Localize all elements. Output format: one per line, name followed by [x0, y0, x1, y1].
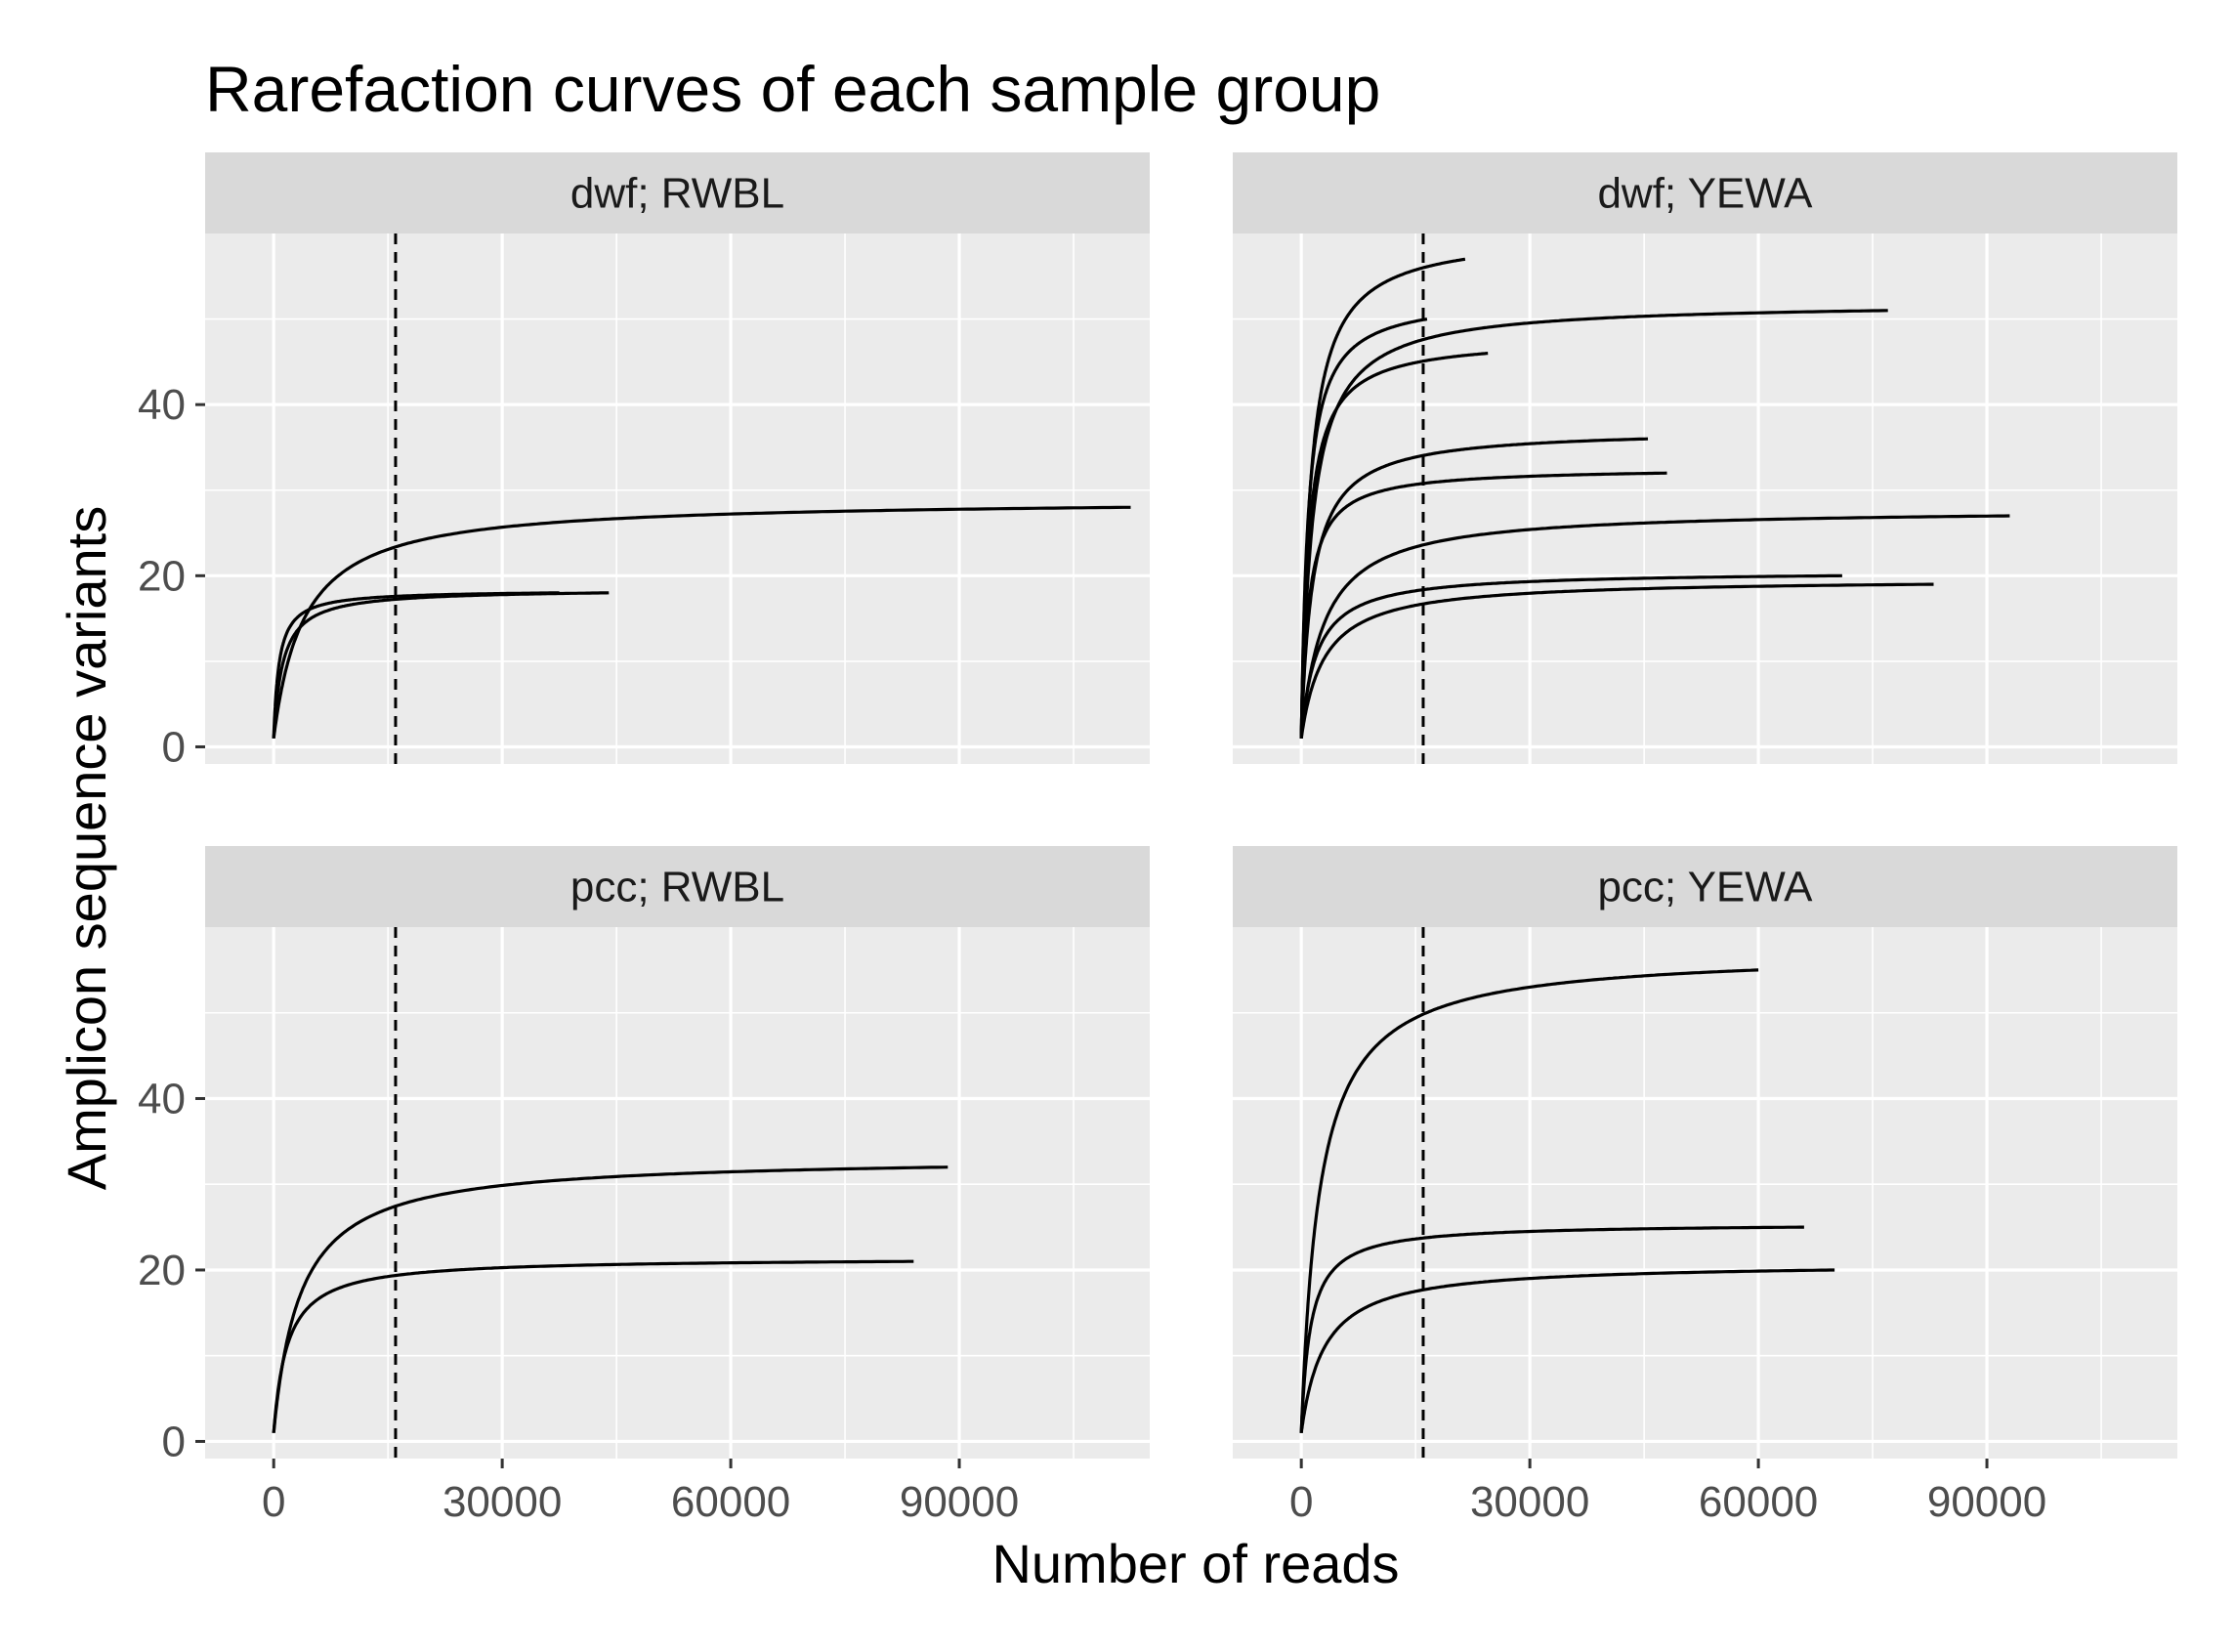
y-tick-label: 0 — [162, 723, 186, 771]
x-tick-label: 90000 — [1927, 1478, 2046, 1526]
x-tick-label: 30000 — [443, 1478, 562, 1526]
facet-panel: dwf; YEWA — [1233, 152, 2177, 764]
y-axis-title: Amplicon sequence variants — [56, 506, 117, 1190]
y-tick-label: 20 — [138, 552, 186, 600]
x-tick-label: 90000 — [900, 1478, 1019, 1526]
facet-label: dwf; RWBL — [570, 170, 784, 218]
rarefaction-curve — [272, 1165, 948, 1435]
facet-label: dwf; YEWA — [1597, 170, 1813, 218]
rarefaction-curve — [1299, 471, 1667, 741]
rarefaction-curve — [1299, 352, 1489, 741]
plot-background — [205, 927, 1150, 1459]
rarefaction-curve — [1299, 582, 1934, 741]
facet-panel: pcc; RWBL 0 20 40 0 30000 60000 90000 — [138, 846, 1150, 1526]
chart-title: Rarefaction curves of each sample group — [205, 53, 1380, 125]
rarefaction-curve — [1299, 1225, 1804, 1435]
facet-panel: dwf; RWBL 0 20 40 — [138, 152, 1150, 771]
y-tick-label: 40 — [138, 1075, 186, 1123]
facet-strip — [1233, 152, 2177, 233]
plot-background — [1233, 927, 2177, 1459]
rarefaction-curve — [272, 591, 560, 741]
x-tick-label: 60000 — [671, 1478, 790, 1526]
rarefaction-curve — [1299, 968, 1759, 1435]
rarefaction-curve — [1299, 309, 1888, 740]
facet-strip — [205, 152, 1150, 233]
rarefaction-curve — [1299, 514, 2010, 741]
x-tick-label: 60000 — [1699, 1478, 1818, 1526]
plot-background — [1233, 233, 2177, 764]
facet-strip — [205, 846, 1150, 927]
y-tick-label: 0 — [162, 1418, 186, 1465]
facet-label: pcc; YEWA — [1597, 864, 1813, 911]
rarefaction-curve — [1299, 573, 1842, 741]
facet-strip — [1233, 846, 2177, 927]
facet-panel: pcc; YEWA 0 30000 60000 90000 — [1233, 846, 2177, 1526]
rarefaction-curve — [272, 505, 1131, 741]
y-tick-label: 40 — [138, 381, 186, 429]
x-axis-title: Number of reads — [991, 1533, 1399, 1594]
x-tick-label: 0 — [262, 1478, 285, 1526]
facet-label: pcc; RWBL — [570, 864, 784, 911]
rarefaction-curve — [1299, 1268, 1835, 1435]
plot-background — [205, 233, 1150, 764]
facet-panels: dwf; RWBL 0 20 40 dwf; YEWA pcc; RWBL 0 20 40 0 30… — [138, 152, 2177, 1526]
y-tick-label: 20 — [138, 1247, 186, 1294]
rarefaction-curve — [272, 1259, 914, 1435]
x-tick-label: 30000 — [1470, 1478, 1589, 1526]
x-tick-label: 0 — [1289, 1478, 1313, 1526]
